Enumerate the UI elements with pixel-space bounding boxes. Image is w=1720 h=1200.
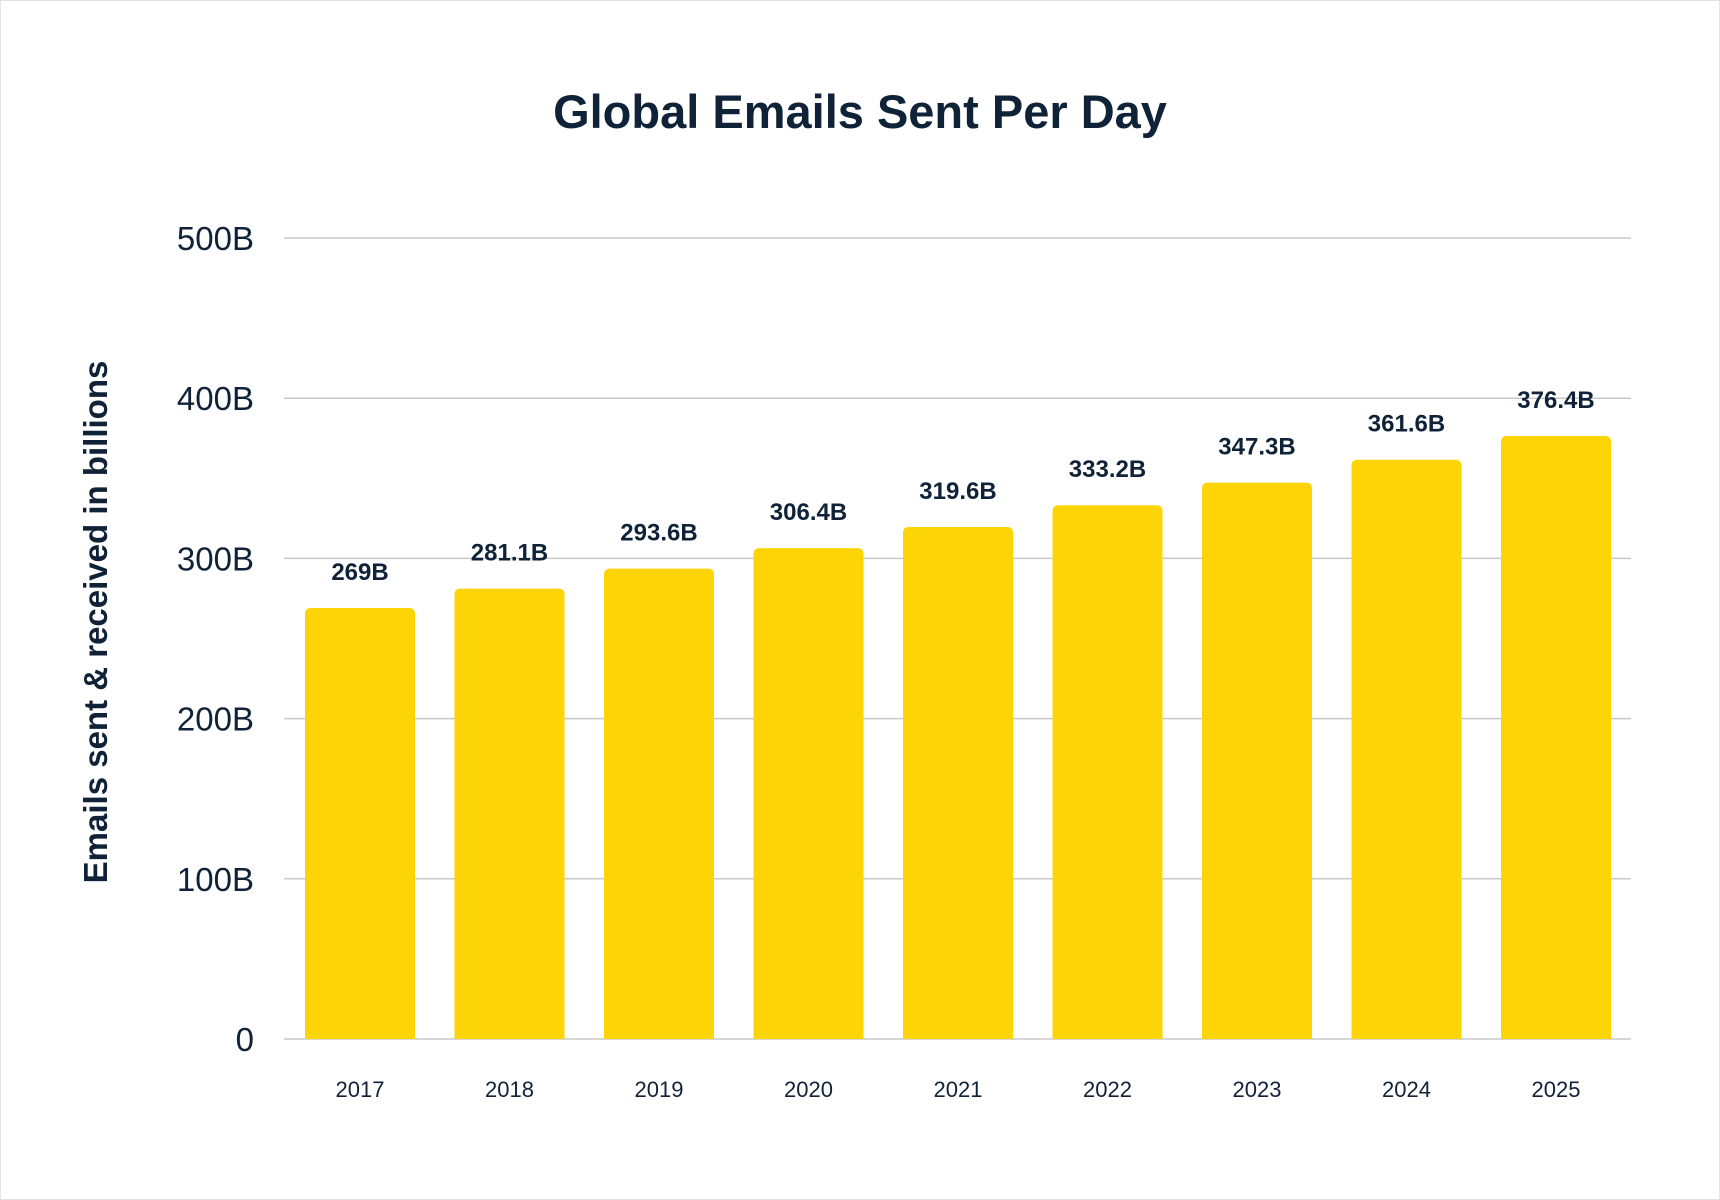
x-tick-label: 2024: [1382, 1077, 1431, 1102]
y-tick-labels: 0 100B 200B 300B 400B 500B: [177, 220, 254, 1058]
bar: [1351, 459, 1462, 1039]
y-tick-label: 0: [236, 1021, 254, 1058]
bar-data-label: 376.4B: [1517, 387, 1594, 414]
bar: [753, 548, 864, 1039]
bar-data-label: 281.1B: [471, 540, 548, 567]
bar: [454, 588, 565, 1039]
y-tick-label: 500B: [177, 220, 254, 257]
data-labels: 269B 281.1B 293.6B 306.4B 319.6B 333.2B 347.3B…: [331, 387, 1594, 586]
bar-data-label: 361.6B: [1368, 411, 1445, 438]
bar: [1052, 505, 1163, 1039]
x-tick-label: 2018: [485, 1077, 534, 1102]
y-tick-label: 200B: [177, 701, 254, 738]
bars: [305, 436, 1611, 1040]
bar: [1501, 436, 1611, 1039]
chart-title: Global Emails Sent Per Day: [553, 85, 1167, 138]
bar-data-label: 319.6B: [919, 478, 996, 505]
bar-data-label: 306.4B: [770, 499, 847, 526]
bar-data-label: 269B: [331, 559, 388, 586]
x-tick-label: 2023: [1233, 1077, 1282, 1102]
x-tick-label: 2017: [336, 1077, 385, 1102]
bar: [1202, 482, 1312, 1040]
bar-data-label: 347.3B: [1218, 434, 1295, 461]
y-tick-label: 100B: [177, 861, 254, 898]
bar: [604, 568, 714, 1039]
bar: [305, 608, 415, 1039]
y-tick-label: 400B: [177, 380, 254, 417]
x-tick-label: 2021: [934, 1077, 983, 1102]
bar-data-label: 333.2B: [1069, 456, 1146, 483]
bar: [903, 527, 1013, 1039]
x-tick-label: 2019: [635, 1077, 684, 1102]
bar-data-label: 293.6B: [620, 520, 697, 547]
x-tick-labels: 2017 2018 2019 2020 2021 2022 2023 2024 2025: [336, 1077, 1581, 1102]
x-tick-label: 2022: [1083, 1077, 1132, 1102]
x-tick-label: 2025: [1532, 1077, 1581, 1102]
y-tick-label: 300B: [177, 540, 254, 577]
x-tick-label: 2020: [784, 1077, 833, 1102]
